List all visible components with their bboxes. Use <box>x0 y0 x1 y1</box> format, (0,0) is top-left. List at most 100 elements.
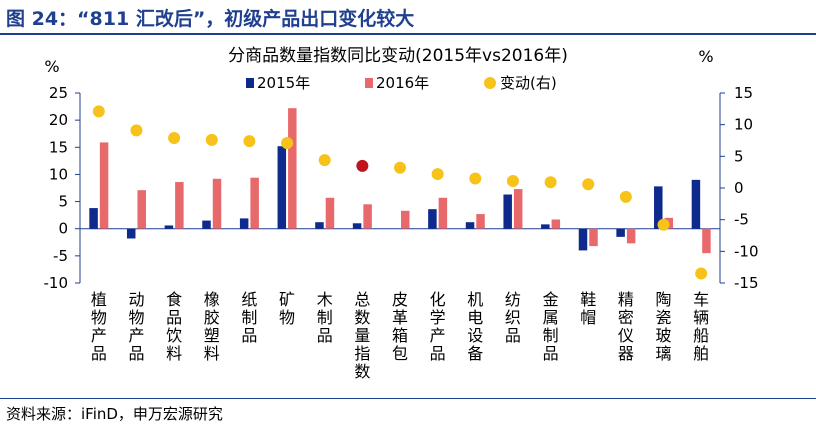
category-label-char: 料 <box>166 344 182 363</box>
category-label-char: 船 <box>693 326 709 345</box>
bar-2015 <box>465 222 475 229</box>
category-label-char: 数 <box>354 362 370 381</box>
category-label-char: 食 <box>166 290 182 309</box>
change-point <box>168 131 181 144</box>
category-label-char: 帽 <box>580 308 596 327</box>
bar-2016 <box>551 219 561 229</box>
bar-2016 <box>99 142 109 229</box>
bar-2016 <box>626 228 636 244</box>
bar-2015 <box>616 228 625 237</box>
legend-label-2015: 2015年 <box>257 74 310 92</box>
category-label-char: 品 <box>430 344 446 363</box>
bar-2015 <box>315 222 324 229</box>
category-label-char: 化 <box>430 290 446 309</box>
category-label-char: 舶 <box>693 344 709 363</box>
category-label-char: 属 <box>543 308 559 327</box>
category-label-char: 器 <box>618 344 634 363</box>
header-divider <box>0 33 816 35</box>
category-label-char: 品 <box>128 344 144 363</box>
left-tick-label: 5 <box>58 193 68 211</box>
change-point <box>130 124 143 137</box>
category-label-char: 密 <box>618 308 634 327</box>
right-tick-label: 10 <box>734 116 753 134</box>
category-label-char: 品 <box>505 326 521 345</box>
category-label-char: 料 <box>204 344 220 363</box>
category-label-char: 精 <box>618 290 634 309</box>
category-label-char: 饮 <box>166 326 182 345</box>
category-label-char: 品 <box>317 326 333 345</box>
category-label-char: 电 <box>467 308 483 327</box>
bar-2016 <box>325 197 335 229</box>
right-tick-label: -15 <box>734 274 759 292</box>
legend-swatch-change <box>484 77 496 89</box>
bar-2015 <box>126 228 136 239</box>
change-point <box>657 218 670 231</box>
change-point <box>506 175 519 188</box>
category-label-char: 物 <box>128 308 144 327</box>
bar-2016 <box>137 190 146 229</box>
category-label-char: 动 <box>128 290 144 309</box>
left-tick-label: -10 <box>44 274 69 292</box>
chart-title: 分商品数量指数同比变动(2015年vs2016年) <box>228 46 568 66</box>
bar-2015 <box>202 220 211 229</box>
category-label-char: 革 <box>392 308 408 327</box>
left-axis-unit: % <box>44 57 59 76</box>
bar-2016 <box>250 177 259 229</box>
left-tick-label: 25 <box>49 84 68 102</box>
change-point <box>92 105 105 118</box>
category-label-char: 制 <box>317 308 333 327</box>
category-label-char: 纺 <box>505 290 521 309</box>
bar-2016 <box>476 214 485 229</box>
category-label-char: 物 <box>279 308 295 327</box>
category-label-char: 瓷 <box>656 308 672 327</box>
category-label-char: 品 <box>166 308 182 327</box>
category-label-char: 产 <box>430 326 446 345</box>
category-label-char: 箱 <box>392 326 408 345</box>
change-point <box>394 161 406 174</box>
right-tick-label: -10 <box>734 242 759 260</box>
change-point <box>619 190 632 203</box>
category-label-char: 陶 <box>656 290 672 309</box>
right-tick-label: 5 <box>734 147 744 165</box>
change-point <box>281 137 294 150</box>
left-tick-label: 20 <box>49 111 68 129</box>
category-label-char: 仪 <box>618 326 634 345</box>
change-point <box>544 176 557 189</box>
bar-2015 <box>89 208 98 229</box>
category-label-char: 包 <box>392 344 408 363</box>
legend-swatch-2015 <box>246 78 254 88</box>
category-label-char: 制 <box>241 308 257 327</box>
category-label-char: 备 <box>467 344 483 363</box>
category-label-char: 数 <box>354 308 370 327</box>
bar-2015 <box>239 218 249 229</box>
left-tick-label: 0 <box>58 220 68 238</box>
category-label-char: 总 <box>354 290 370 309</box>
right-tick-label: 0 <box>734 179 744 197</box>
figure-title: 图 24：“811 汇改后”，初级产品出口变化较大 <box>6 8 415 30</box>
footer-divider <box>0 398 816 399</box>
bar-2016 <box>513 189 523 229</box>
change-point <box>318 154 331 167</box>
category-label-char: 木 <box>317 290 333 309</box>
bar-2015 <box>578 228 588 251</box>
bar-2016 <box>702 228 711 254</box>
bar-2016 <box>589 228 598 247</box>
right-tick-label: 15 <box>734 84 753 102</box>
category-label-char: 物 <box>91 308 107 327</box>
category-label-char: 品 <box>241 326 257 345</box>
bar-2016 <box>212 178 222 229</box>
chart: 分商品数量指数同比变动(2015年vs2016年)%% -10 -5 0 5 10 15 20… <box>44 46 759 381</box>
category-label-char: 产 <box>91 326 107 345</box>
category-label-char: 皮 <box>392 290 408 309</box>
bar-2015 <box>277 146 287 229</box>
change-point <box>243 135 256 148</box>
change-point <box>356 159 369 172</box>
category-label-char: 橡 <box>204 290 220 309</box>
category-label-char: 鞋 <box>580 290 596 309</box>
category-label-char: 品 <box>543 344 559 363</box>
category-label-char: 学 <box>430 308 446 327</box>
legend-swatch-2016 <box>365 78 373 88</box>
change-point <box>469 172 482 185</box>
bar-2015 <box>428 209 437 229</box>
bar-2015 <box>691 179 701 229</box>
